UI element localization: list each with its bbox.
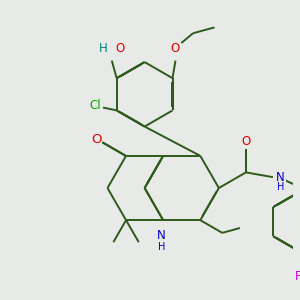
- Text: O: O: [91, 133, 102, 146]
- Text: F: F: [295, 270, 300, 283]
- Text: O: O: [171, 42, 180, 56]
- Text: N: N: [157, 229, 166, 242]
- Text: O: O: [115, 42, 124, 56]
- Text: O: O: [241, 135, 250, 148]
- Text: H: H: [99, 42, 107, 56]
- Text: Cl: Cl: [89, 99, 101, 112]
- Text: H: H: [158, 242, 165, 252]
- Text: N: N: [276, 171, 285, 184]
- Text: H: H: [277, 182, 284, 192]
